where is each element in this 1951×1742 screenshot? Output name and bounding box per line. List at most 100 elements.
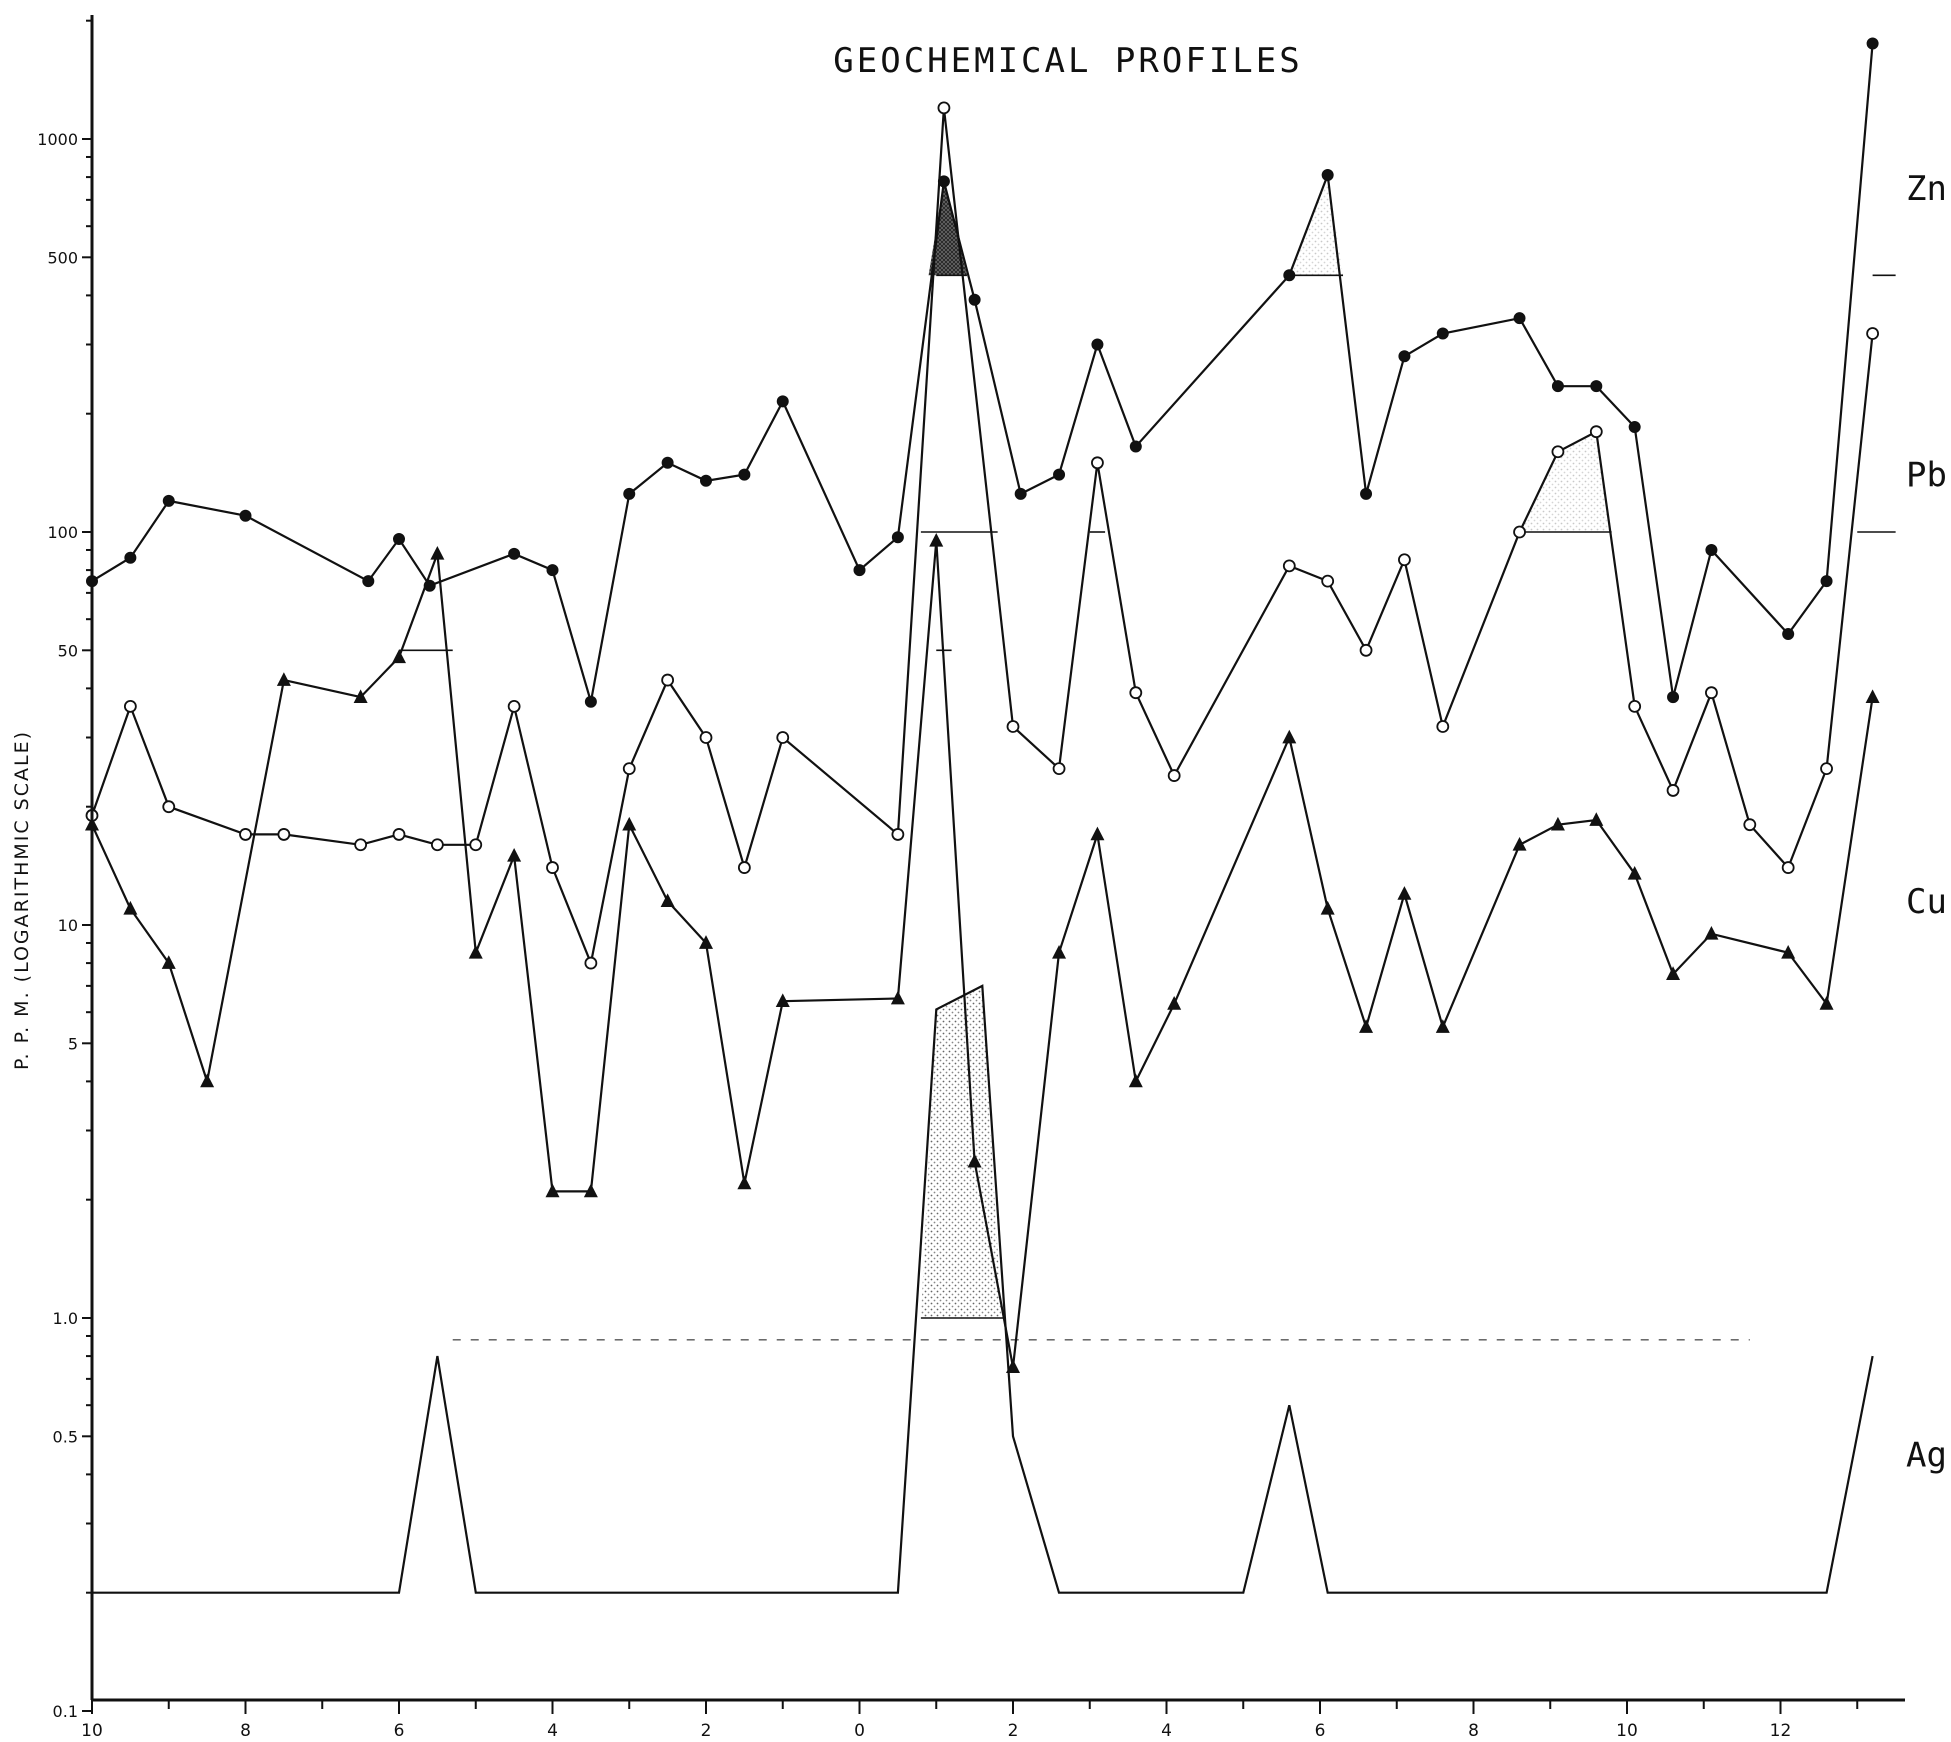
data-point-cu bbox=[1359, 1019, 1374, 1033]
data-point-zn bbox=[124, 551, 137, 564]
data-point-zn bbox=[1014, 487, 1027, 500]
data-point-zn bbox=[239, 509, 252, 522]
data-point-pb bbox=[737, 861, 751, 874]
data-point-cu bbox=[1167, 996, 1182, 1010]
data-point-pb bbox=[1167, 769, 1181, 782]
data-point-pb bbox=[1436, 720, 1450, 733]
data-point-cu bbox=[1006, 1359, 1020, 1373]
data-point-pb bbox=[507, 699, 521, 713]
data-point-pb bbox=[584, 956, 598, 970]
data-point-zn bbox=[937, 175, 950, 188]
data-point-pb bbox=[661, 673, 675, 687]
x-tick-label: 4 bbox=[547, 1721, 558, 1741]
data-point-cu bbox=[737, 1175, 752, 1190]
data-point-cu bbox=[929, 532, 944, 547]
data-point-cu bbox=[1589, 812, 1604, 826]
series-label-cu: Cu bbox=[1906, 882, 1947, 922]
data-point-cu bbox=[660, 893, 675, 907]
x-tick-label: 4 bbox=[1161, 1721, 1172, 1741]
y-tick-label: 0.1 bbox=[53, 1702, 78, 1721]
data-point-zn bbox=[738, 468, 751, 481]
y-tick-label: 1000 bbox=[37, 130, 78, 149]
series-line-zn bbox=[91, 43, 1874, 703]
data-point-cu bbox=[1666, 966, 1681, 980]
data-point-zn bbox=[776, 395, 789, 408]
data-point-zn bbox=[1091, 338, 1104, 351]
data-point-pb bbox=[1628, 699, 1642, 713]
data-point-zn bbox=[1283, 269, 1296, 282]
data-point-cu bbox=[622, 816, 637, 831]
data-point-cu bbox=[1282, 729, 1297, 744]
data-point-cu bbox=[1819, 996, 1834, 1010]
data-point-pb bbox=[1743, 818, 1757, 832]
series-label-zn: Zn bbox=[1906, 169, 1947, 209]
data-point-zn bbox=[362, 575, 375, 588]
data-point-zn bbox=[1628, 421, 1641, 434]
y-tick-label: 0.5 bbox=[53, 1427, 78, 1446]
data-point-pb bbox=[1589, 425, 1603, 439]
data-point-zn bbox=[1782, 628, 1795, 641]
data-point-zn bbox=[1551, 380, 1564, 393]
series-lines bbox=[90, 43, 1874, 1594]
data-point-zn bbox=[393, 532, 405, 545]
data-point-cu bbox=[468, 944, 483, 959]
data-point-cu bbox=[545, 1183, 560, 1198]
data-point-pb bbox=[1359, 643, 1373, 657]
data-point-cu bbox=[1090, 826, 1105, 841]
y-tick-label: 100 bbox=[47, 523, 78, 542]
data-point-pb bbox=[1282, 559, 1296, 573]
data-point-zn bbox=[584, 695, 597, 708]
data-point-cu bbox=[775, 993, 790, 1008]
x-tick-label: 0 bbox=[854, 1721, 865, 1741]
data-point-pb bbox=[469, 838, 483, 852]
data-point-zn bbox=[1398, 350, 1411, 363]
data-point-zn bbox=[1436, 327, 1449, 340]
y-tick-label: 500 bbox=[47, 248, 78, 267]
data-point-zn bbox=[891, 531, 904, 544]
data-point-pb bbox=[1551, 445, 1565, 459]
data-point-pb bbox=[1820, 762, 1833, 776]
data-point-pb bbox=[1705, 686, 1718, 700]
data-point-cu bbox=[1627, 865, 1642, 880]
data-point-cu bbox=[890, 990, 905, 1005]
y-tick-label: 10 bbox=[58, 916, 78, 935]
x-tick-label: 6 bbox=[1315, 1721, 1326, 1741]
data-point-pb bbox=[1398, 553, 1411, 567]
series-line-pb bbox=[90, 107, 1874, 967]
data-point-zn bbox=[1705, 543, 1718, 556]
data-point-pb bbox=[1666, 784, 1680, 797]
chart-title: GEOCHEMICAL PROFILES bbox=[833, 41, 1302, 81]
y-axis-label: P. P. M. (LOGARITHMIC SCALE) bbox=[11, 730, 33, 1070]
x-tick-label: 8 bbox=[240, 1721, 251, 1741]
data-point-zn bbox=[1590, 380, 1603, 393]
data-point-pb bbox=[277, 828, 291, 841]
data-point-pb bbox=[937, 101, 951, 115]
series-label-pb: Pb bbox=[1906, 456, 1947, 496]
anomaly-shading bbox=[920, 174, 1612, 1318]
data-point-cu bbox=[123, 900, 138, 915]
data-point-zn bbox=[1360, 487, 1373, 500]
data-point-cu bbox=[1052, 944, 1067, 959]
data-point-zn bbox=[1820, 575, 1833, 588]
data-point-cu bbox=[1512, 836, 1527, 851]
data-point-cu bbox=[583, 1183, 598, 1198]
data-point-zn bbox=[1321, 168, 1334, 181]
data-point-pb bbox=[239, 828, 252, 841]
data-point-pb bbox=[1513, 525, 1526, 539]
data-point-cu bbox=[1320, 900, 1335, 915]
data-point-pb bbox=[1321, 574, 1335, 588]
data-point-zn bbox=[700, 474, 712, 487]
data-point-zn bbox=[853, 564, 866, 577]
data-point-cu bbox=[353, 689, 368, 703]
data-point-cu bbox=[507, 847, 522, 862]
x-tick-label: 12 bbox=[1770, 1721, 1792, 1741]
data-point-pb bbox=[1866, 327, 1879, 340]
data-point-cu bbox=[392, 649, 406, 664]
data-point-cu bbox=[1128, 1073, 1143, 1088]
data-point-zn bbox=[508, 547, 521, 560]
data-point-cu bbox=[1865, 689, 1880, 703]
zn-anomaly-shade bbox=[928, 181, 967, 276]
x-tick-label: 2 bbox=[1008, 1721, 1019, 1741]
series-label-ag: Ag bbox=[1906, 1435, 1947, 1475]
